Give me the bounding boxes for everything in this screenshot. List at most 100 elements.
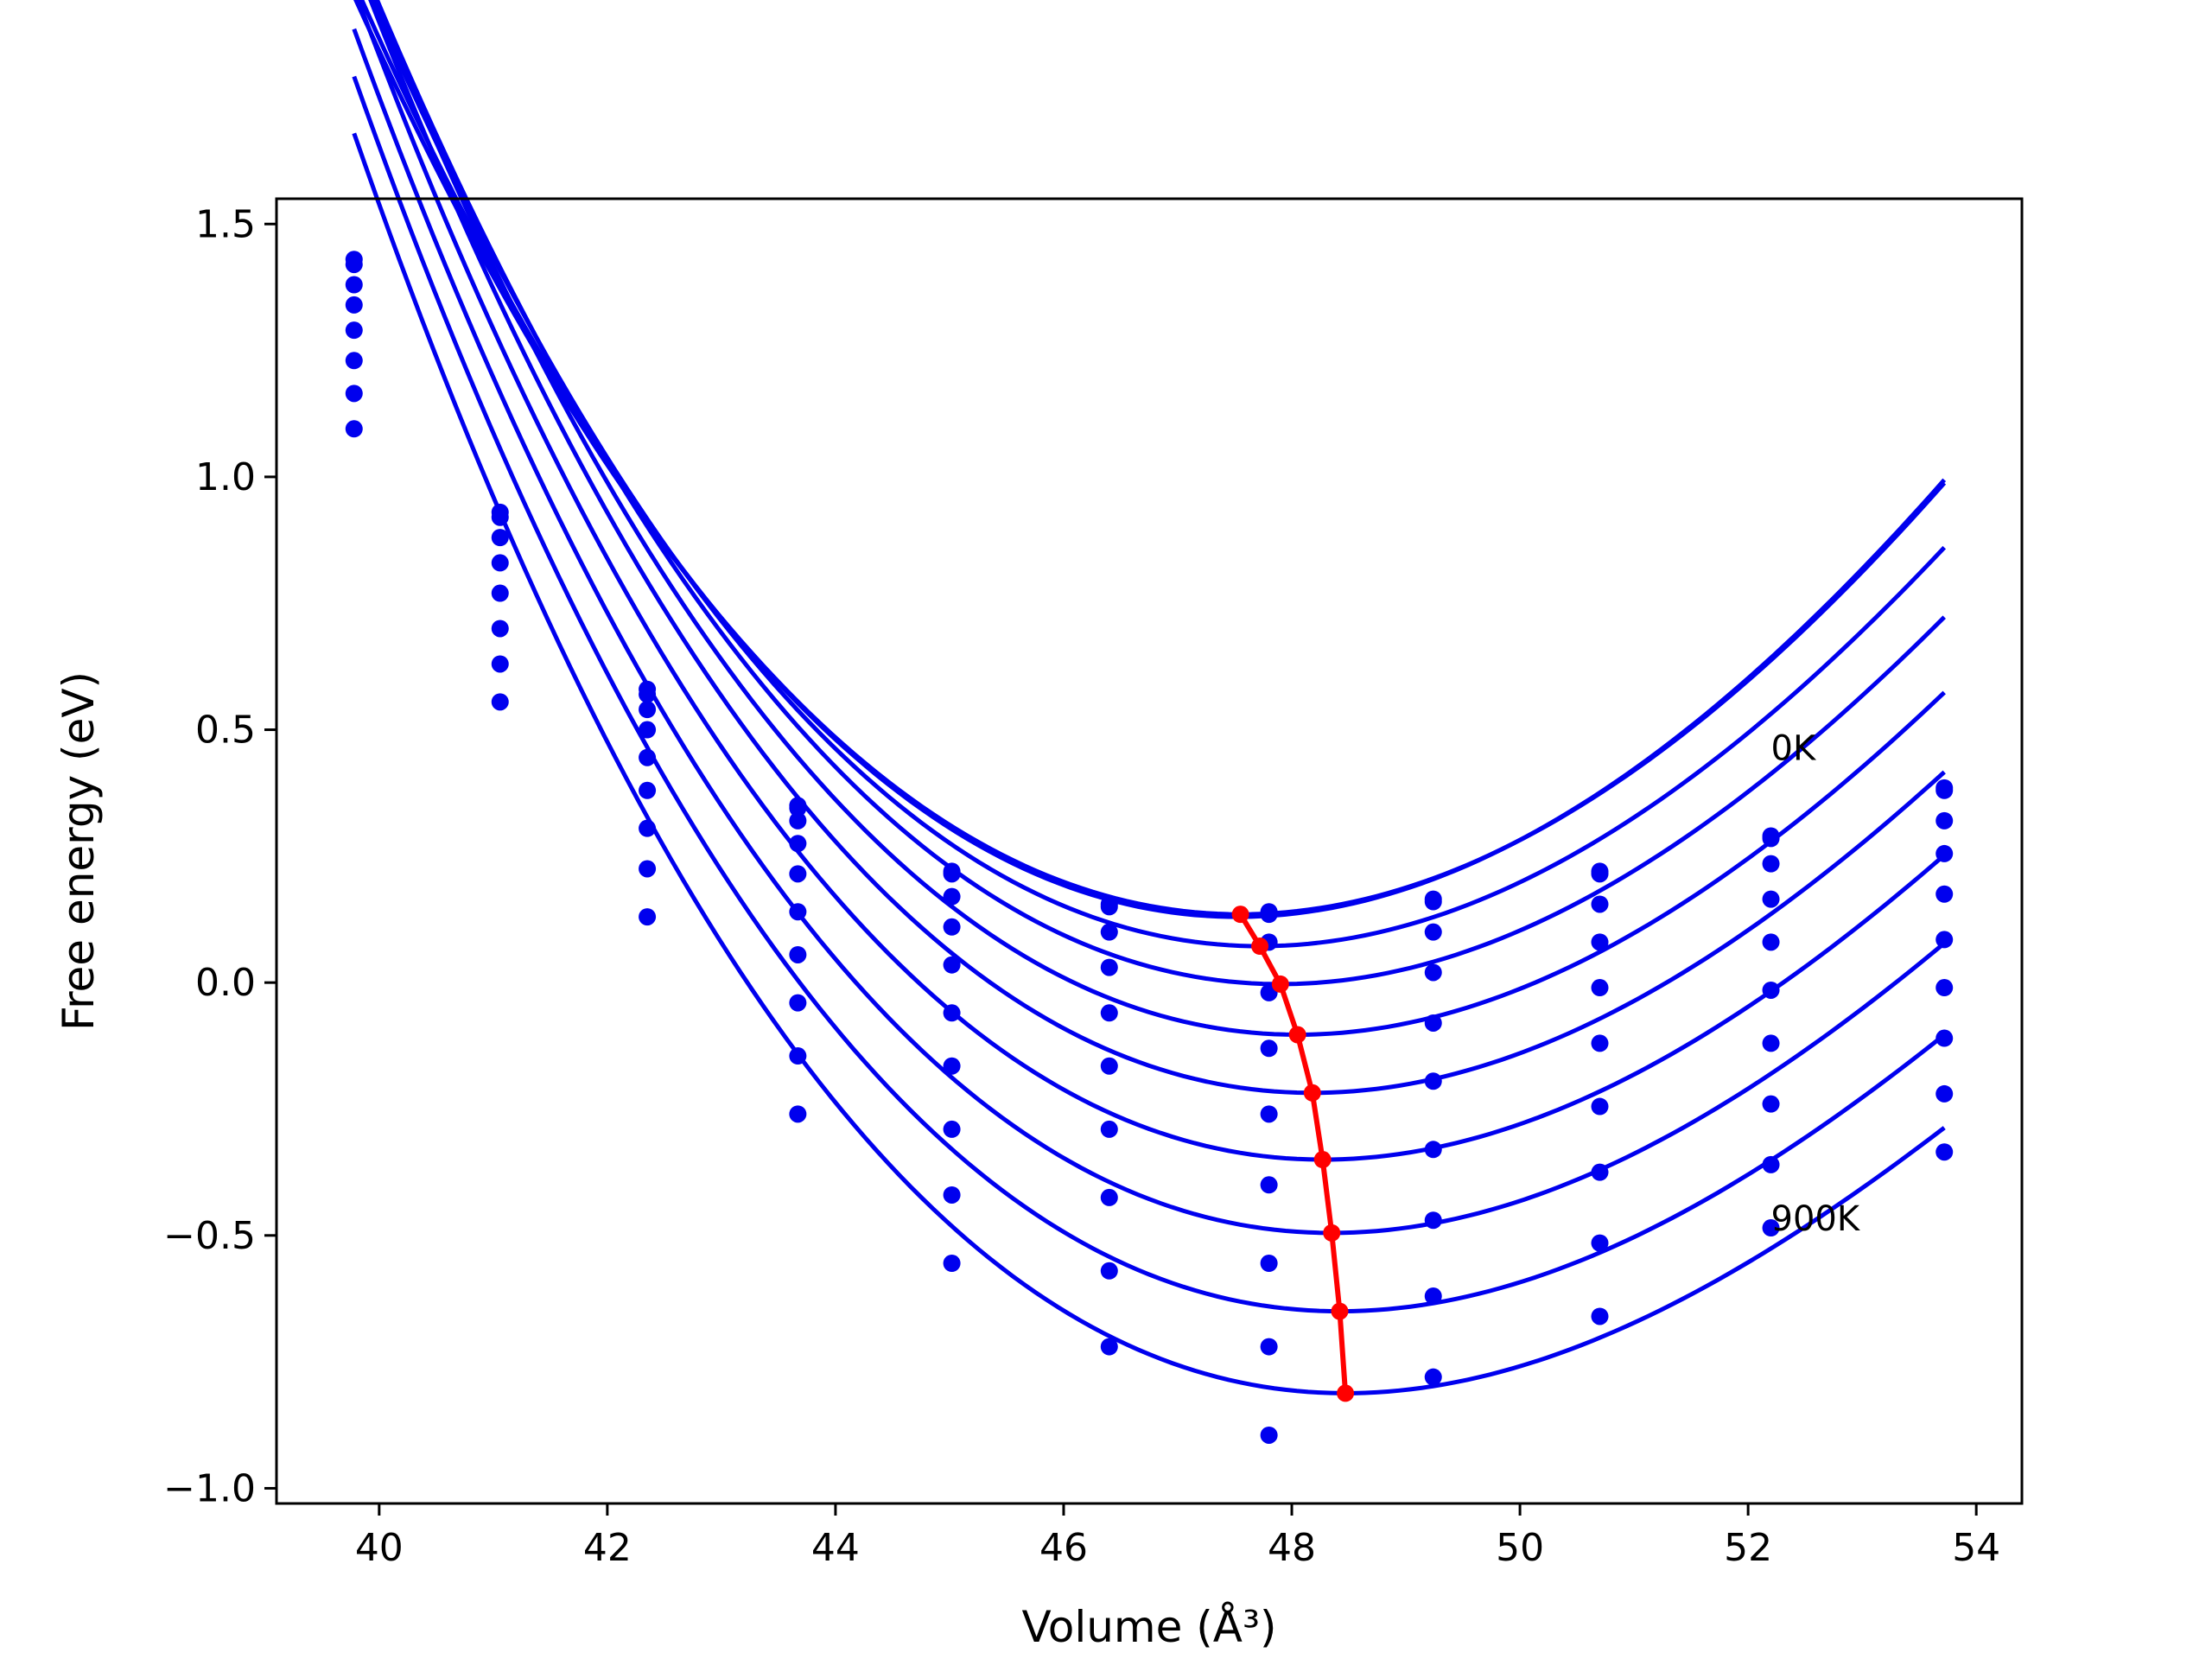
fit-curve-4 [373, 0, 1946, 1037]
data-point-5-0 [345, 352, 363, 370]
data-point-2-7 [1424, 923, 1442, 941]
data-point-8-6 [1260, 1338, 1278, 1356]
fit-curve-8 [352, 75, 1946, 1314]
data-point-1-4 [943, 865, 961, 883]
data-point-3-3 [789, 835, 807, 853]
minimum-point-4 [1303, 1084, 1321, 1102]
y-tick-label-0: −1.0 [163, 1466, 256, 1510]
data-point-5-2 [639, 781, 657, 799]
y-tick-label-2: 0.0 [195, 961, 256, 1005]
data-point-8-8 [1591, 1234, 1609, 1252]
x-tick-label-0: 40 [355, 1526, 404, 1570]
fit-curves [352, 0, 1947, 1395]
minimum-point-1 [1251, 938, 1269, 956]
data-point-2-5 [1100, 923, 1118, 941]
data-point-2-4 [943, 887, 961, 906]
data-point-7-5 [1100, 1188, 1118, 1206]
data-point-5-10 [1936, 931, 1954, 949]
x-tick-label-1: 42 [583, 1526, 632, 1570]
data-point-1-5 [1100, 898, 1118, 916]
y-tick-label-1: −0.5 [163, 1214, 256, 1258]
data-point-8-9 [1762, 1155, 1780, 1173]
fit-curve-3 [374, 0, 1946, 987]
data-point-9-8 [1591, 1307, 1609, 1325]
annotation-0: 0K [1771, 729, 1817, 769]
fit-curve-7 [352, 28, 1946, 1236]
data-point-7-3 [789, 994, 807, 1012]
data-point-2-0 [345, 276, 363, 294]
data-point-4-7 [1424, 1014, 1442, 1032]
data-point-7-4 [943, 1120, 961, 1138]
y-tick-label-5: 1.5 [195, 202, 256, 246]
data-point-5-3 [789, 903, 807, 921]
data-point-2-2 [639, 701, 657, 719]
data-point-8-7 [1424, 1287, 1442, 1306]
data-point-8-3 [789, 1047, 807, 1065]
data-point-6-8 [1591, 1097, 1609, 1116]
data-point-4-1 [491, 584, 509, 602]
data-point-4-4 [943, 956, 961, 974]
data-point-1-1 [491, 508, 509, 526]
data-point-5-9 [1762, 981, 1780, 999]
data-point-7-6 [1260, 1255, 1278, 1272]
y-axis-ticks: −1.0 −0.5 0.0 0.5 1.0 1.5 [163, 202, 276, 1510]
data-point-3-2 [639, 721, 657, 739]
data-point-1-10 [1936, 781, 1954, 799]
data-point-1-9 [1762, 830, 1780, 848]
data-point-7-0 [345, 420, 363, 438]
x-axis-ticks: 40 42 44 46 48 50 52 54 [355, 1503, 2000, 1570]
y-axis-label: Free energy (eV) [54, 671, 104, 1031]
data-point-9-5 [1100, 1338, 1118, 1356]
data-point-2-3 [789, 811, 807, 830]
x-axis-label: Volume (Å³) [1021, 1602, 1276, 1652]
data-point-3-0 [345, 296, 363, 314]
data-point-4-6 [1260, 1039, 1278, 1058]
data-point-7-10 [1936, 1029, 1954, 1047]
data-point-8-5 [1100, 1262, 1118, 1280]
data-point-3-7 [1424, 963, 1442, 982]
minima-line [1231, 906, 1355, 1402]
data-point-1-7 [1424, 893, 1442, 911]
data-point-6-7 [1424, 1141, 1442, 1159]
minimum-point-0 [1231, 906, 1249, 924]
data-point-4-5 [1100, 1004, 1118, 1022]
data-point-1-0 [345, 256, 363, 274]
data-point-6-4 [943, 1057, 961, 1075]
x-tick-label-6: 52 [1724, 1526, 1772, 1570]
fit-curve-5 [368, 0, 1946, 1096]
data-point-9-9 [1762, 1219, 1780, 1237]
data-point-6-2 [639, 819, 657, 837]
data-point-8-10 [1936, 1084, 1954, 1103]
data-point-4-0 [345, 321, 363, 340]
data-point-4-10 [1936, 885, 1954, 903]
data-point-1-8 [1591, 865, 1609, 883]
data-point-9-7 [1424, 1368, 1442, 1386]
data-points [345, 251, 1954, 1444]
data-point-5-7 [1424, 1072, 1442, 1090]
x-tick-label-4: 48 [1268, 1526, 1316, 1570]
minimum-point-6 [1323, 1224, 1341, 1242]
x-tick-label-5: 50 [1496, 1526, 1544, 1570]
minimum-point-2 [1271, 975, 1289, 993]
data-point-1-3 [789, 799, 807, 817]
fit-curve-6 [355, 0, 1946, 1162]
data-point-6-10 [1936, 979, 1954, 997]
x-tick-label-3: 46 [1039, 1526, 1088, 1570]
data-point-6-1 [491, 655, 509, 673]
data-point-4-8 [1591, 979, 1609, 997]
data-point-7-9 [1762, 1095, 1780, 1113]
data-point-5-8 [1591, 1034, 1609, 1052]
data-point-5-4 [943, 1004, 961, 1022]
data-point-1-2 [639, 685, 657, 703]
data-point-4-3 [789, 865, 807, 883]
minimum-point-7 [1331, 1302, 1349, 1320]
data-point-8-2 [639, 908, 657, 926]
data-point-7-8 [1591, 1163, 1609, 1181]
data-point-3-9 [1762, 890, 1780, 908]
data-point-4-2 [639, 748, 657, 766]
data-point-6-3 [789, 945, 807, 963]
data-point-9-10 [1936, 1143, 1954, 1161]
data-point-9-3 [789, 1105, 807, 1123]
data-point-7-7 [1424, 1211, 1442, 1230]
